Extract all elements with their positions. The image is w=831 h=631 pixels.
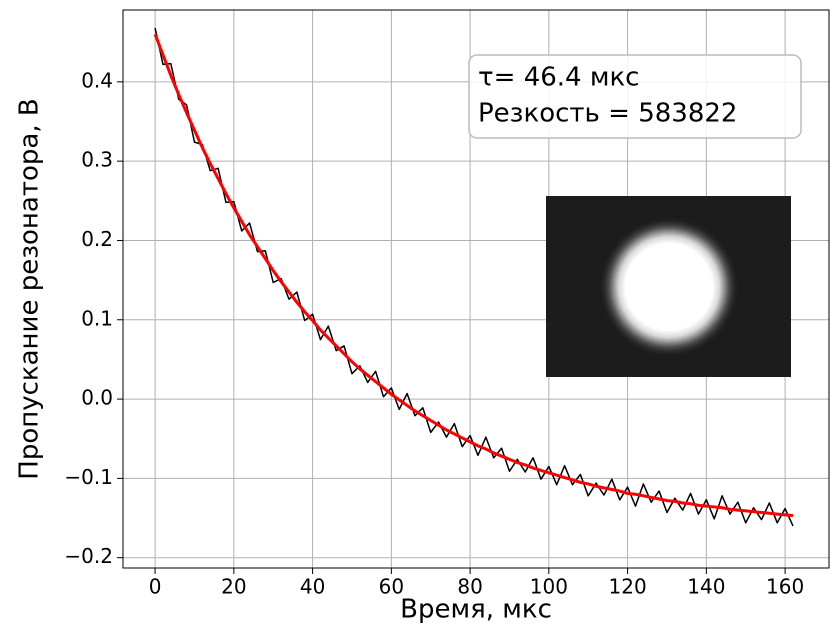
x-tick-label: 120 <box>609 575 647 599</box>
x-tick-label: 140 <box>687 575 725 599</box>
y-tick-label: 0.3 <box>81 148 113 172</box>
inset-spot <box>599 217 739 357</box>
x-axis-label: Время, мкс <box>400 595 552 625</box>
y-tick-label: 0.0 <box>81 386 113 410</box>
y-tick-label: 0.4 <box>81 68 113 92</box>
y-tick-label: −0.1 <box>64 465 113 489</box>
y-tick-label: −0.2 <box>64 544 113 568</box>
x-tick-label: 0 <box>149 575 162 599</box>
x-tick-label: 20 <box>221 575 246 599</box>
fit-line <box>153 33 794 518</box>
annotation-box <box>468 54 802 139</box>
x-tick-label: 60 <box>379 575 404 599</box>
annotation-line: τ= 46.4 мкс <box>478 63 639 93</box>
plot-frame <box>122 9 830 569</box>
x-tick-label: 40 <box>300 575 325 599</box>
y-axis-label: Пропускание резонатора, В <box>15 98 45 479</box>
plot-lines <box>153 27 794 527</box>
annotation-line: Резкость = 583822 <box>478 99 737 129</box>
y-tick-label: 0.2 <box>81 227 113 251</box>
ticks: 0 20 40 60 80 100 120 140 160 −0.2 −0.1 0.0 0.1 0.2 0.… <box>64 68 804 598</box>
x-tick-label: 80 <box>457 575 482 599</box>
y-tick-label: 0.1 <box>81 306 113 330</box>
x-tick-label: 100 <box>530 575 568 599</box>
x-tick-label: 160 <box>766 575 804 599</box>
